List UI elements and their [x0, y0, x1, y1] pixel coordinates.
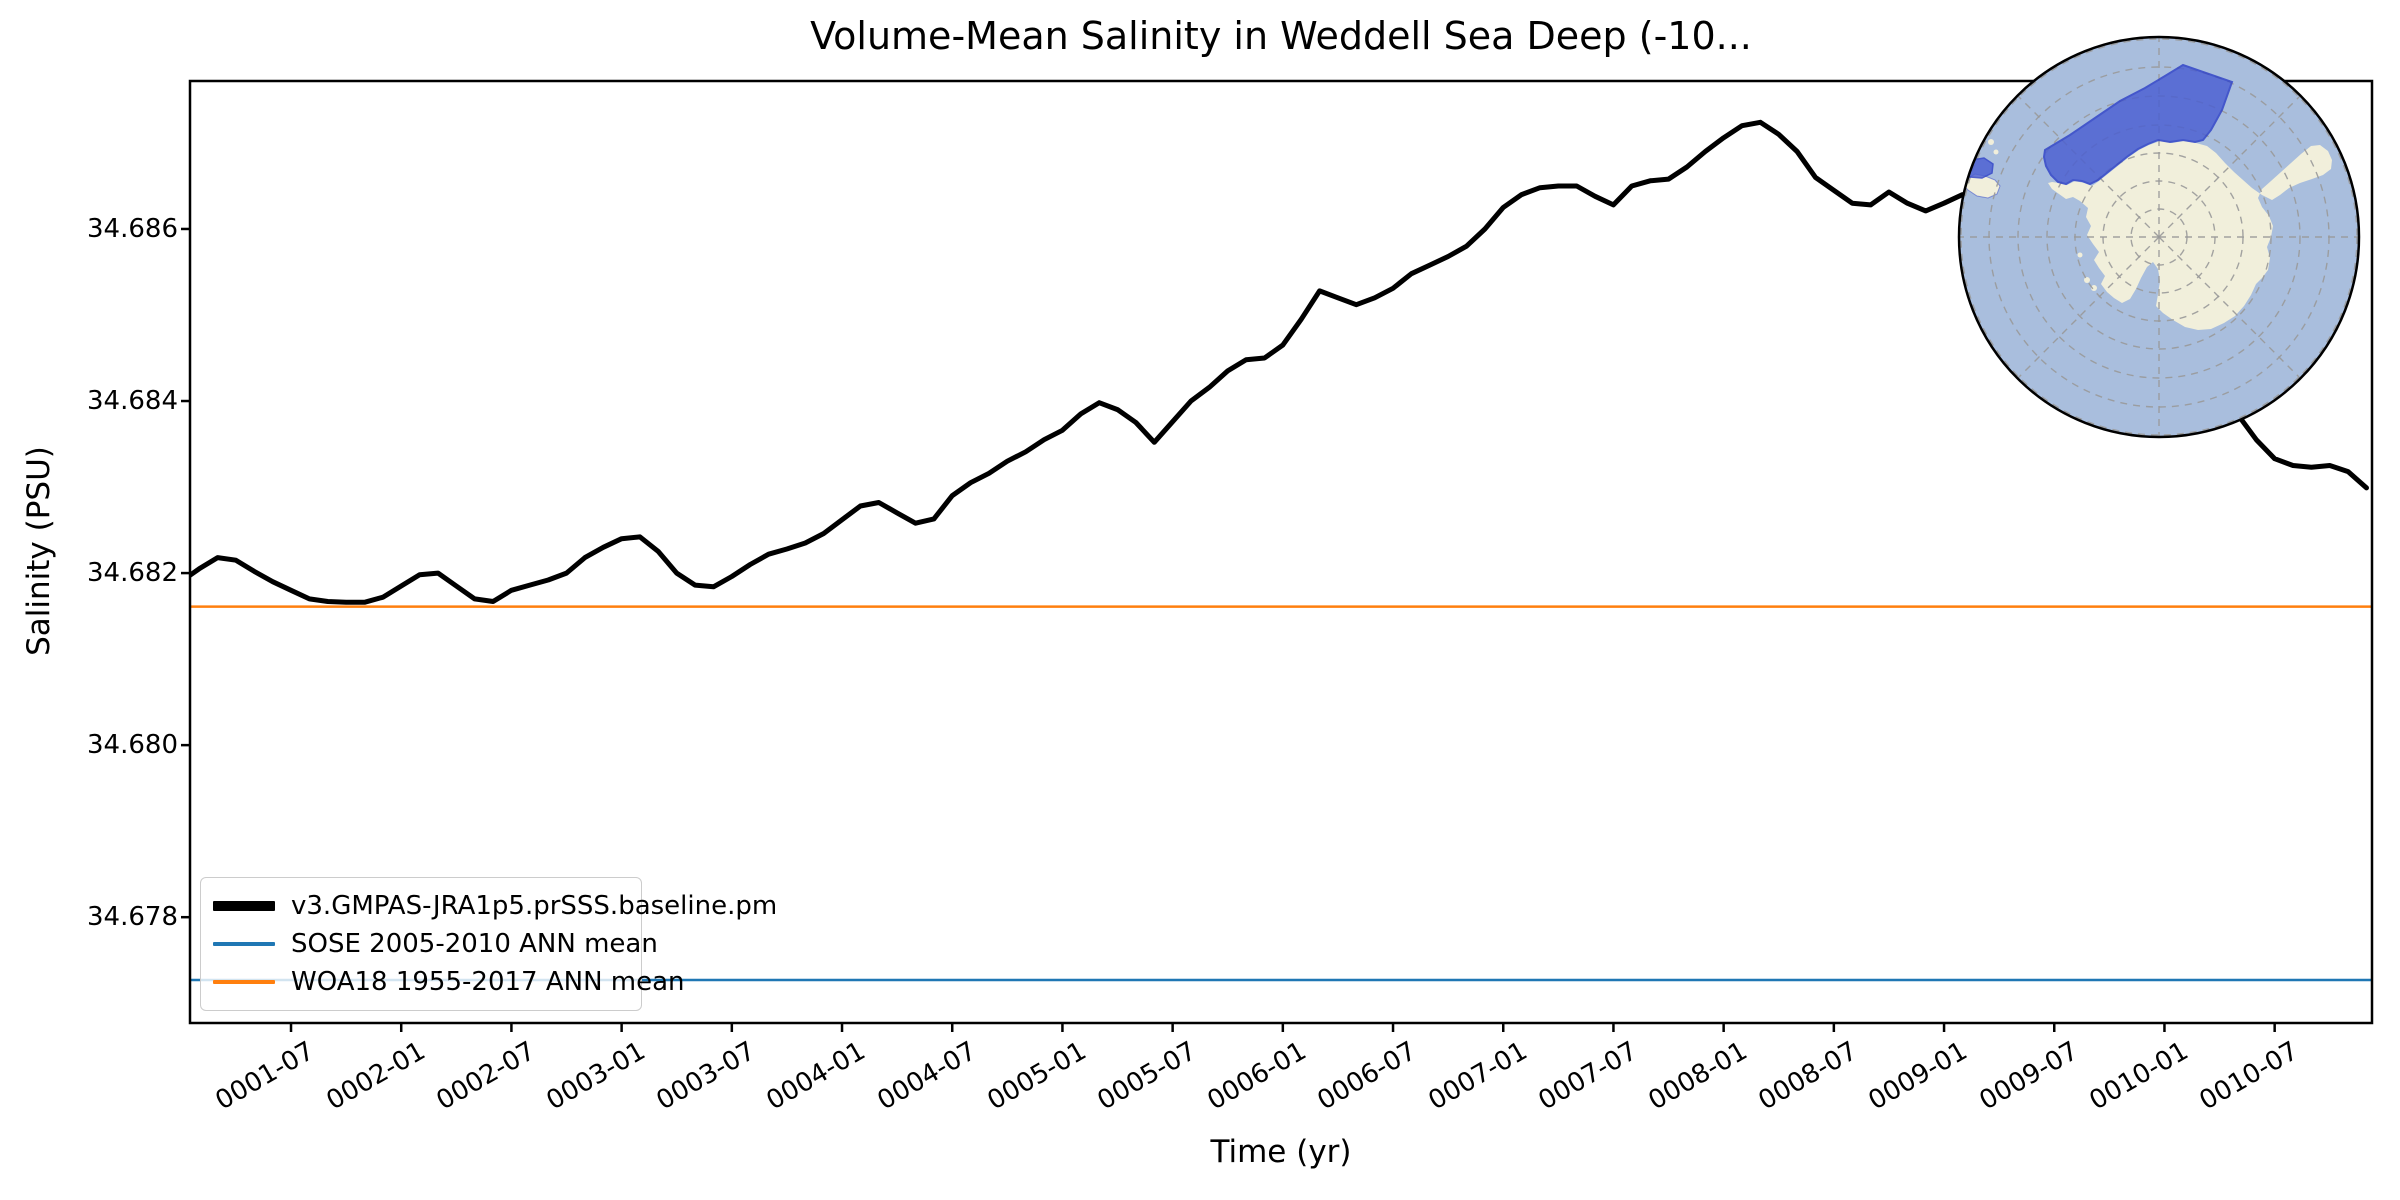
map-outline	[1957, 35, 2361, 439]
x-axis-label: Time (yr)	[1210, 1134, 1352, 1170]
map-island	[2091, 285, 2097, 291]
map-graticule	[1960, 38, 2358, 436]
map-antarctica	[2048, 141, 2332, 330]
legend-label-sose: SOSE 2005-2010 ANN mean	[291, 929, 658, 959]
y-tick-label: 34.684	[87, 386, 178, 417]
legend-label-baseline: v3.GMPAS-JRA1p5.prSSS.baseline.pm	[291, 891, 778, 921]
axes-spines	[188, 79, 2374, 1025]
map-island	[2077, 252, 2083, 258]
legend-item-woa18: WOA18 1955-2017 ANN mean	[213, 963, 685, 1001]
map-island	[1993, 149, 1999, 155]
map-island	[1988, 139, 1994, 145]
y-tick-label: 34.682	[87, 558, 178, 589]
chart-title: Volume-Mean Salinity in Weddell Sea Deep…	[810, 14, 1752, 58]
legend-swatch-sose	[213, 942, 275, 946]
inset-map	[1957, 35, 2361, 439]
legend-item-sose: SOSE 2005-2010 ANN mean	[213, 925, 658, 963]
legend-swatch-woa18	[213, 980, 275, 984]
map-region-weddell	[2042, 63, 2234, 186]
map-region-patch	[1960, 157, 1994, 179]
y-axis-label: Salinity (PSU)	[21, 446, 57, 656]
y-tick-label: 34.686	[87, 213, 178, 244]
y-tick-label: 34.678	[87, 902, 178, 933]
map-island	[2084, 277, 2090, 283]
legend-item-baseline: v3.GMPAS-JRA1p5.prSSS.baseline.pm	[213, 887, 777, 925]
legend-swatch-baseline	[213, 901, 275, 911]
legend: v3.GMPAS-JRA1p5.prSSS.baseline.pm SOSE 2…	[200, 877, 777, 1011]
y-tick-label: 34.680	[87, 730, 178, 761]
legend-label-woa18: WOA18 1955-2017 ANN mean	[291, 967, 685, 997]
